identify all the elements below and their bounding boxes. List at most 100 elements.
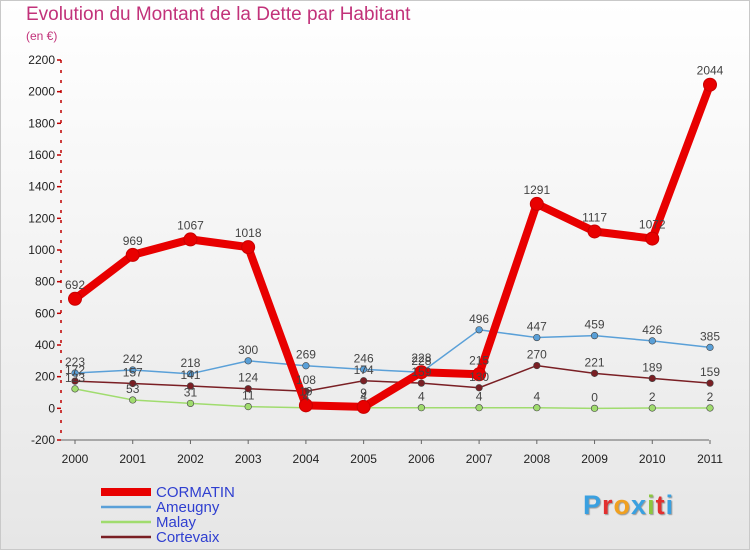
legend-label-ameugny: Ameugny xyxy=(156,499,220,516)
data-point-cormatin xyxy=(298,398,313,413)
y-tick-label: 1800 xyxy=(28,116,55,130)
series-line-ameugny xyxy=(74,329,711,375)
data-point-cormatin xyxy=(68,291,82,306)
series-line-malay xyxy=(74,388,711,410)
x-tick-label: 2001 xyxy=(119,452,146,466)
data-label-ameugny: 218 xyxy=(180,356,200,370)
y-tick-label: 800 xyxy=(35,275,55,289)
data-point-cortevaix xyxy=(475,384,483,392)
logo-letter: x xyxy=(631,490,648,520)
legend-label-cormatin: CORMATIN xyxy=(156,484,235,501)
data-label-cortevaix: 270 xyxy=(527,348,547,362)
chart-subtitle: (en €) xyxy=(26,29,58,43)
logo-letter: i xyxy=(665,490,675,520)
data-point-cortevaix xyxy=(533,361,541,370)
data-label-malay: 4 xyxy=(533,390,540,404)
data-point-malay xyxy=(71,385,79,393)
data-label-malay: 0 xyxy=(591,390,598,404)
data-label-malay: 53 xyxy=(126,382,140,396)
data-label-cortevaix: 108 xyxy=(296,373,316,387)
data-point-malay xyxy=(648,404,656,412)
data-point-malay xyxy=(590,404,599,412)
data-label-malay: 123 xyxy=(65,371,85,385)
data-label-malay: 4 xyxy=(360,390,367,404)
data-label-ameugny: 447 xyxy=(527,320,547,334)
data-label-cortevaix: 124 xyxy=(238,371,258,385)
data-label-malay: 4 xyxy=(418,390,425,404)
data-label-malay: 2 xyxy=(707,390,714,404)
data-point-cortevaix xyxy=(71,377,79,385)
x-tick-label: 2006 xyxy=(408,452,435,466)
y-tick-label: 0 xyxy=(48,401,55,415)
data-point-cortevaix xyxy=(186,382,195,390)
data-label-cormatin: 215 xyxy=(469,353,489,367)
data-label-malay: 11 xyxy=(242,389,255,403)
x-tick-label: 2007 xyxy=(466,452,493,466)
data-label-malay: 2 xyxy=(649,390,656,404)
data-point-cortevaix xyxy=(244,385,252,393)
data-label-malay: 4 xyxy=(303,390,310,404)
data-point-cortevaix xyxy=(417,379,425,387)
data-label-ameugny: 223 xyxy=(65,355,85,369)
data-label-ameugny: 228 xyxy=(411,354,431,368)
x-tick-label: 2002 xyxy=(177,452,204,466)
data-point-malay xyxy=(186,399,195,408)
series-line-cortevaix xyxy=(74,364,711,392)
y-tick-label: 2200 xyxy=(28,53,55,67)
data-point-cortevaix xyxy=(129,379,137,388)
data-point-ameugny xyxy=(71,369,79,377)
x-tick-label: 2011 xyxy=(697,452,723,466)
data-point-cormatin xyxy=(645,231,660,246)
data-point-malay xyxy=(417,404,425,412)
axes: -200 0 200 400 600 800 1000 1200 1400 1600 1800 200… xyxy=(28,53,723,466)
data-point-malay xyxy=(706,404,714,412)
data-point-ameugny xyxy=(244,357,252,365)
data-point-cortevaix xyxy=(360,377,368,385)
series-line-cormatin xyxy=(71,80,714,411)
data-label-ameugny: 459 xyxy=(585,318,605,332)
data-label-cormatin: 19 xyxy=(299,384,313,398)
y-tick-label: 600 xyxy=(35,306,55,320)
data-label-ameugny: 300 xyxy=(238,343,258,357)
data-point-ameugny xyxy=(475,326,483,334)
data-label-cortevaix: 157 xyxy=(123,365,143,379)
data-label-cortevaix: 189 xyxy=(642,360,662,374)
data-point-ameugny xyxy=(360,365,368,373)
x-tick-label: 2008 xyxy=(523,452,550,466)
data-point-malay xyxy=(244,402,252,411)
x-tick-label: 2003 xyxy=(235,452,262,466)
data-label-cormatin: 969 xyxy=(123,234,143,248)
data-label-malay: 31 xyxy=(184,385,198,399)
data-point-ameugny xyxy=(706,343,714,351)
data-point-cortevaix xyxy=(590,369,599,377)
x-tick-label: 2010 xyxy=(639,452,666,466)
data-label-ameugny: 496 xyxy=(469,312,489,326)
data-point-ameugny xyxy=(129,366,137,374)
data-point-malay xyxy=(533,404,541,412)
data-point-malay xyxy=(129,396,137,404)
x-tick-label: 2000 xyxy=(62,452,89,466)
data-point-cortevaix xyxy=(648,374,656,383)
data-point-ameugny xyxy=(533,333,541,342)
data-point-malay xyxy=(475,404,483,412)
y-tick-label: 1200 xyxy=(28,211,55,225)
logo-letter: P xyxy=(583,490,603,520)
data-label-cormatin: 1291 xyxy=(523,183,550,197)
data-label-cormatin: 9 xyxy=(360,386,367,400)
y-tick-label: 1000 xyxy=(28,243,55,257)
y-tick-label: -200 xyxy=(31,433,55,447)
data-label-cormatin: 228 xyxy=(411,351,431,365)
legend-label-cortevaix: Cortevaix xyxy=(156,529,220,546)
data-label-ameugny: 426 xyxy=(642,323,662,337)
data-point-cormatin xyxy=(125,247,140,262)
y-tick-label: 1600 xyxy=(28,148,55,162)
data-label-malay: 4 xyxy=(476,390,483,404)
data-label-cortevaix: 174 xyxy=(354,363,374,377)
data-label-cortevaix: 159 xyxy=(700,365,720,379)
y-tick-label: 1400 xyxy=(28,180,55,194)
data-point-cormatin xyxy=(472,367,487,382)
data-label-cormatin: 1072 xyxy=(639,218,666,232)
data-point-ameugny xyxy=(186,370,195,378)
data-point-cormatin xyxy=(183,232,198,247)
